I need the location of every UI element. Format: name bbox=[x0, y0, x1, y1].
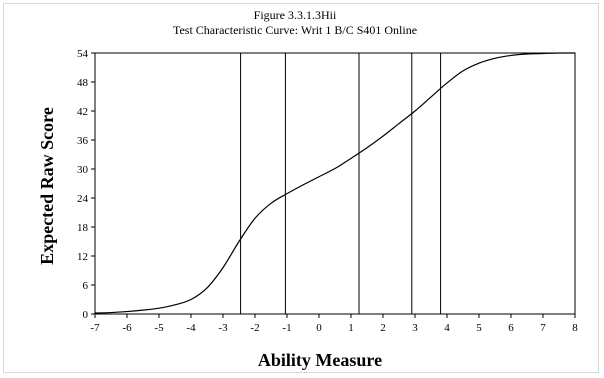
x-tick-label: -1 bbox=[282, 322, 291, 334]
chart-subtitle: Test Characteristic Curve: Writ 1 B/C S4… bbox=[173, 23, 417, 37]
x-tick-label: 5 bbox=[476, 322, 482, 334]
x-tick-label: -7 bbox=[90, 322, 100, 334]
characteristic-curve-line bbox=[94, 52, 576, 314]
x-tick-label: 6 bbox=[508, 322, 514, 334]
x-tick-label: 8 bbox=[572, 322, 578, 334]
y-tick-label: 42 bbox=[77, 106, 88, 118]
x-tick-label: 4 bbox=[444, 322, 450, 334]
chart-frame: Figure 3.3.1.3Hii Test Characteristic Cu… bbox=[3, 3, 599, 373]
plot-area: -7 -6 -5 -4 -3 -2 -1 0 1 2 3 4 5 6 7 806121824303642485… bbox=[77, 48, 578, 334]
x-tick-label: 0 bbox=[316, 322, 322, 334]
x-tick-label: 3 bbox=[412, 322, 418, 334]
x-tick-label: -2 bbox=[250, 322, 259, 334]
test-characteristic-curve-chart: Figure 3.3.1.3Hii Test Characteristic Cu… bbox=[37, 8, 578, 370]
y-tick-label: 18 bbox=[77, 222, 89, 234]
y-tick-label: 24 bbox=[77, 193, 89, 205]
x-tick-label: 7 bbox=[540, 322, 546, 334]
y-tick-label: 0 bbox=[83, 309, 89, 321]
y-tick-label: 12 bbox=[77, 251, 88, 263]
y-tick-label: 6 bbox=[83, 280, 89, 292]
plot-border bbox=[94, 52, 576, 315]
x-tick-label: -4 bbox=[186, 322, 196, 334]
x-tick-label: -6 bbox=[122, 322, 132, 334]
y-tick-label: 54 bbox=[77, 48, 89, 60]
x-tick-label: 1 bbox=[348, 322, 354, 334]
x-tick-label: -5 bbox=[154, 322, 164, 334]
y-tick-label: 36 bbox=[77, 135, 89, 147]
x-tick-label: -3 bbox=[218, 322, 228, 334]
chart-title: Figure 3.3.1.3Hii bbox=[254, 8, 337, 22]
x-axis-label: Ability Measure bbox=[258, 350, 382, 370]
y-axis-label: Expected Raw Score bbox=[37, 107, 57, 265]
y-tick-label: 48 bbox=[77, 77, 89, 89]
y-tick-label: 30 bbox=[77, 164, 89, 176]
x-tick-label: 2 bbox=[380, 322, 386, 334]
